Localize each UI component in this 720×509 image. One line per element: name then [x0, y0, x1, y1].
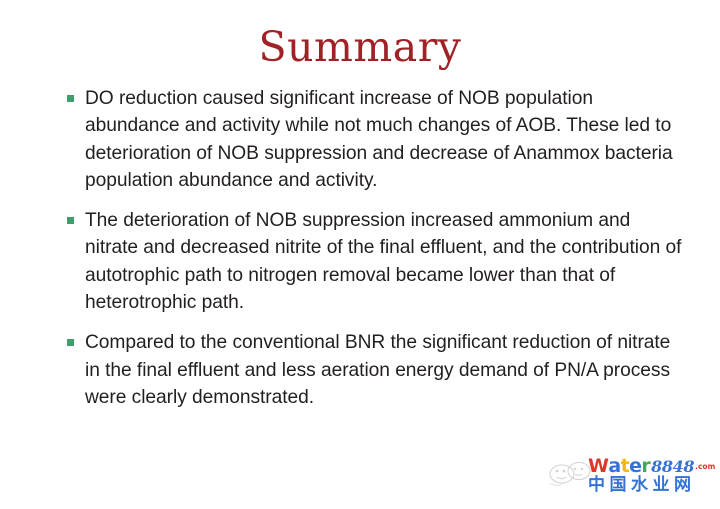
list-item-text: Compared to the conventional BNR the sig…	[85, 332, 671, 408]
list-item: Compared to the conventional BNR the sig…	[63, 329, 687, 411]
watermark-wordmark: Water8848.com	[588, 454, 720, 478]
square-bullet-icon	[67, 95, 74, 102]
wordmark-letter-a: a	[608, 455, 621, 477]
wordmark-letter-w: W	[588, 455, 609, 477]
wordmark-letter-e: e	[629, 455, 642, 477]
square-bullet-icon	[67, 217, 74, 225]
water-bubbles-icon	[549, 461, 591, 486]
square-bullet-icon	[67, 339, 74, 347]
site-watermark: Water8848.com 中国水业网	[548, 452, 720, 509]
watermark-digits: 8848	[651, 457, 695, 476]
wordmark-letter-r: r	[641, 455, 651, 477]
wordmark-letter-t: t	[620, 455, 630, 477]
list-item: DO reduction caused significant increase…	[63, 85, 687, 194]
page-title: Summary	[258, 23, 462, 71]
list-item-text: The deterioration of NOB suppression inc…	[85, 210, 682, 314]
list-item: The deterioration of NOB suppression inc…	[63, 207, 687, 316]
bullet-list: DO reduction caused significant increase…	[63, 85, 687, 411]
list-item-text: DO reduction caused significant increase…	[85, 88, 673, 191]
watermark-tld: .com	[695, 462, 716, 471]
watermark-chinese-name: 中国水业网	[588, 475, 696, 495]
